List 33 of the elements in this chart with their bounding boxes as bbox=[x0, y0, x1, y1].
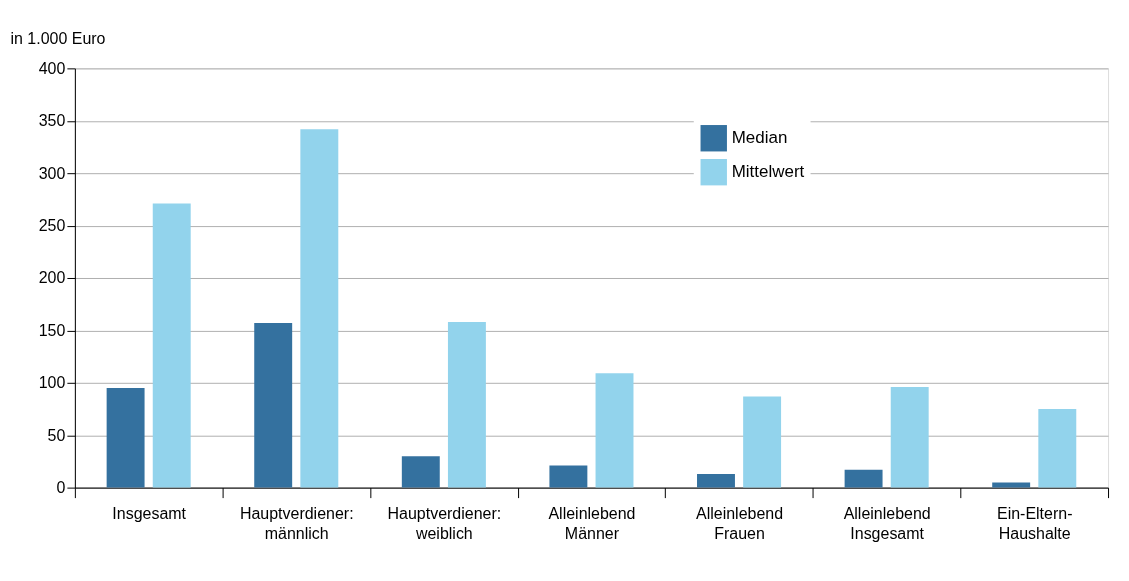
legend-label: Median bbox=[731, 128, 788, 148]
bar bbox=[1038, 409, 1077, 488]
bar bbox=[595, 373, 634, 488]
y-tick-label: 300 bbox=[38, 164, 66, 182]
bar bbox=[890, 387, 929, 488]
legend-label: Mittelwert bbox=[731, 162, 805, 182]
x-tick-label: Alleinlebend Frauen bbox=[696, 505, 784, 543]
y-tick-label: 150 bbox=[38, 321, 66, 339]
y-tick-label: 250 bbox=[38, 217, 66, 235]
bar bbox=[254, 323, 293, 488]
bar bbox=[743, 396, 782, 488]
x-tick-label: Insgesamt bbox=[112, 505, 187, 523]
y-tick-label: 200 bbox=[38, 269, 66, 287]
y-tick-label: 50 bbox=[47, 426, 66, 444]
bar bbox=[697, 473, 735, 488]
bar bbox=[300, 129, 339, 488]
bar bbox=[447, 322, 486, 488]
y-tick-label: 350 bbox=[38, 112, 66, 130]
bar bbox=[844, 469, 883, 488]
x-tick-label: Hauptverdiener: männlich bbox=[239, 505, 354, 543]
bar bbox=[152, 203, 191, 488]
y-axis-title: in 1.000 Euro bbox=[10, 29, 106, 47]
x-tick-label: Alleinlebend Insgesamt bbox=[843, 505, 931, 543]
bar bbox=[549, 465, 588, 488]
bar bbox=[106, 388, 145, 488]
x-tick-label: Alleinlebend Männer bbox=[548, 505, 636, 543]
y-tick-label: 100 bbox=[38, 374, 66, 392]
bar bbox=[401, 456, 440, 488]
y-tick-label: 400 bbox=[38, 59, 66, 77]
y-tick-label: 0 bbox=[56, 479, 66, 497]
bar bbox=[992, 482, 1031, 488]
x-tick-label: Hauptverdiener: weiblich bbox=[387, 505, 502, 543]
x-tick-label: Ein-Eltern- Haushalte bbox=[997, 505, 1073, 543]
